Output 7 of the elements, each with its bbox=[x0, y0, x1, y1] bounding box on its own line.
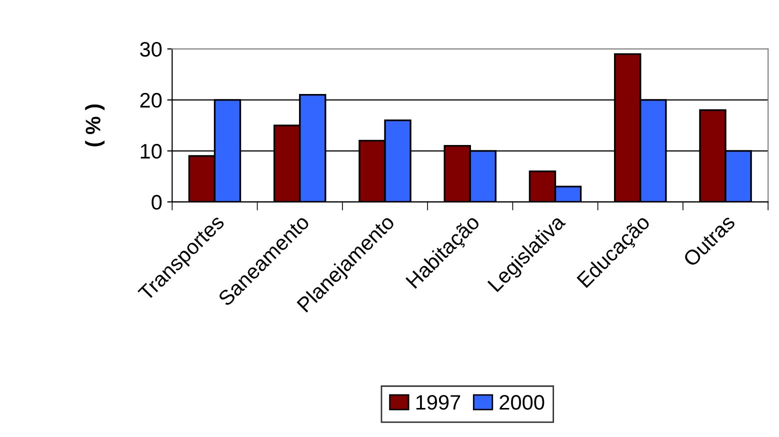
y-tick-label: 10 bbox=[140, 144, 162, 159]
legend-label: 1997 bbox=[416, 395, 460, 410]
legend-label: 2000 bbox=[500, 395, 544, 410]
y-tick-label: 20 bbox=[140, 92, 162, 108]
y-tick-label: 30 bbox=[140, 42, 162, 57]
y-axis-title: ( % ) bbox=[85, 104, 105, 146]
y-tick-label: 0 bbox=[152, 194, 162, 210]
